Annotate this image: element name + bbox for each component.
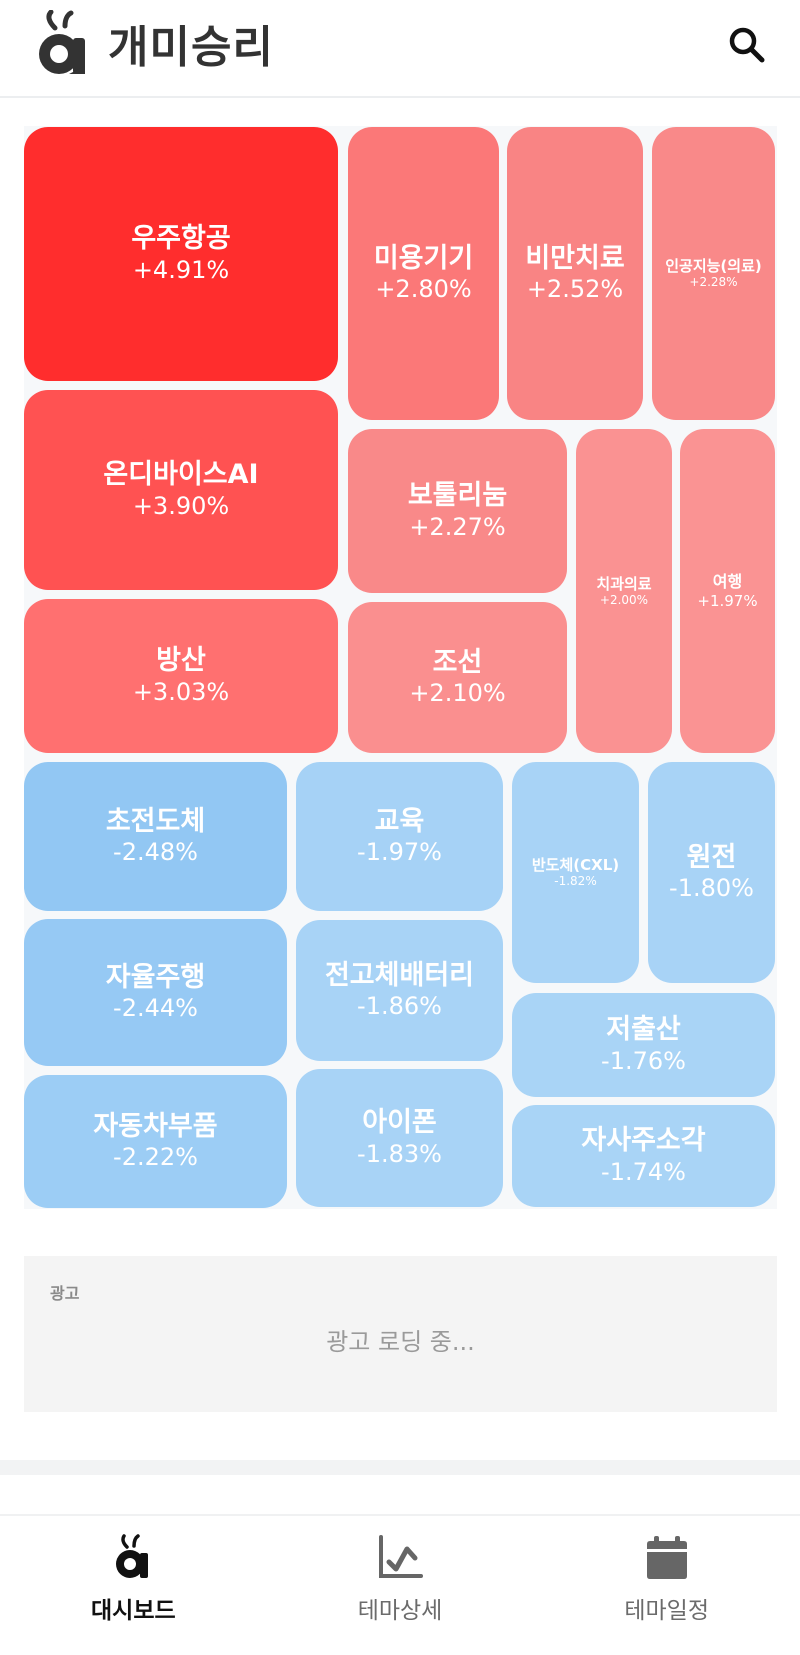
theme-name: 초전도체 [105, 805, 206, 837]
theme-change-percent: -2.22% [113, 1143, 198, 1172]
theme-tile[interactable]: 아이폰 -1.83% [296, 1069, 503, 1207]
theme-name: 보툴리눔 [407, 480, 508, 512]
theme-name: 원전 [686, 841, 737, 873]
ad-label: 광고 [50, 1284, 80, 1303]
theme-name: 우주항공 [131, 223, 231, 255]
nav-label: 대시보드 [91, 1598, 176, 1624]
search-icon [729, 27, 765, 63]
theme-name: 반도체(CXL) [531, 856, 620, 875]
theme-tile[interactable]: 자율주행 -2.44% [24, 919, 287, 1066]
theme-tile[interactable]: 여행 +1.97% [680, 429, 775, 753]
theme-tile[interactable]: 미용기기 +2.80% [348, 127, 499, 420]
theme-name: 여행 [712, 572, 743, 592]
section-divider [0, 1460, 800, 1475]
theme-change-percent: +2.10% [409, 679, 506, 708]
nav-label: 테마일정 [624, 1598, 709, 1624]
theme-tile[interactable]: 원전 -1.80% [648, 762, 775, 983]
nav-item-theme-detail[interactable]: 테마상세 [267, 1516, 534, 1655]
app-header: 개미승리 [0, 0, 800, 98]
nav-item-theme-schedule[interactable]: 테마일정 [533, 1516, 800, 1655]
theme-name: 비만치료 [525, 242, 625, 274]
theme-name: 치과의료 [596, 574, 652, 593]
theme-tile[interactable]: 자동차부품 -2.22% [24, 1075, 287, 1208]
theme-change-percent: +4.91% [132, 255, 230, 284]
theme-tile[interactable]: 인공지능(의료) +2.28% [652, 127, 775, 420]
theme-name: 조선 [432, 646, 483, 678]
theme-name: 방산 [156, 645, 206, 677]
theme-name: 아이폰 [362, 1107, 437, 1139]
ad-loading-text: 광고 로딩 중... [326, 1328, 475, 1356]
theme-change-percent: +2.80% [375, 275, 472, 304]
theme-name: 자사주소각 [581, 1125, 706, 1157]
theme-name: 온디바이스AI [103, 459, 259, 491]
theme-change-percent: -1.76% [601, 1046, 686, 1075]
nav-label: 테마상세 [357, 1598, 443, 1624]
theme-change-percent: +1.97% [697, 591, 758, 610]
theme-tile[interactable]: 저출산 -1.76% [512, 993, 775, 1097]
ant-logo-icon [109, 1533, 157, 1581]
theme-name: 자동차부품 [93, 1110, 218, 1142]
theme-change-percent: +2.27% [409, 512, 506, 541]
theme-change-percent: -1.80% [669, 874, 754, 903]
theme-name: 미용기기 [373, 242, 474, 274]
theme-treemap: 우주항공 +4.91% 온디바이스AI +3.90% 방산 +3.03% 미용기기 +2.80… [24, 126, 777, 1209]
theme-tile[interactable]: 조선 +2.10% [348, 602, 567, 753]
theme-change-percent: -1.86% [357, 992, 442, 1021]
theme-name: 자율주행 [105, 961, 206, 993]
theme-change-percent: -2.48% [113, 838, 198, 867]
theme-tile[interactable]: 초전도체 -2.48% [24, 762, 287, 911]
theme-tile[interactable]: 반도체(CXL) -1.82% [512, 762, 639, 983]
theme-name: 전고체배터리 [324, 959, 475, 991]
theme-tile[interactable]: 온디바이스AI +3.90% [24, 390, 338, 590]
search-button[interactable] [726, 24, 770, 68]
theme-tile[interactable]: 비만치료 +2.52% [507, 127, 643, 420]
theme-change-percent: +2.00% [599, 592, 649, 607]
theme-change-percent: -1.82% [554, 874, 597, 889]
theme-name: 저출산 [606, 1014, 681, 1046]
theme-change-percent: -1.74% [601, 1157, 686, 1186]
theme-name: 교육 [374, 805, 425, 837]
theme-change-percent: +2.52% [526, 275, 624, 304]
theme-name: 인공지능(의료) [665, 257, 762, 276]
ant-logo-icon[interactable] [35, 9, 93, 78]
theme-change-percent: -2.44% [113, 994, 198, 1023]
theme-tile[interactable]: 보툴리눔 +2.27% [348, 429, 567, 593]
brand-name: 개미승리 [108, 22, 274, 73]
theme-tile[interactable]: 우주항공 +4.91% [24, 127, 338, 381]
theme-tile[interactable]: 전고체배터리 -1.86% [296, 920, 503, 1061]
line-chart-icon [376, 1533, 424, 1581]
theme-change-percent: +2.28% [689, 275, 738, 290]
theme-change-percent: -1.83% [357, 1139, 442, 1168]
nav-item-dashboard[interactable]: 대시보드 [0, 1516, 267, 1655]
theme-tile[interactable]: 치과의료 +2.00% [576, 429, 672, 753]
ad-banner[interactable]: 광고 광고 로딩 중... [24, 1256, 777, 1412]
bottom-navigation: 대시보드 테마상세 테마일정 [0, 1514, 800, 1655]
theme-tile[interactable]: 방산 +3.03% [24, 599, 338, 753]
theme-change-percent: +3.03% [132, 677, 230, 706]
calendar-icon [643, 1533, 691, 1581]
theme-change-percent: -1.97% [357, 838, 442, 867]
theme-tile[interactable]: 교육 -1.97% [296, 762, 503, 911]
theme-tile[interactable]: 자사주소각 -1.74% [512, 1105, 775, 1207]
theme-change-percent: +3.90% [132, 491, 230, 520]
